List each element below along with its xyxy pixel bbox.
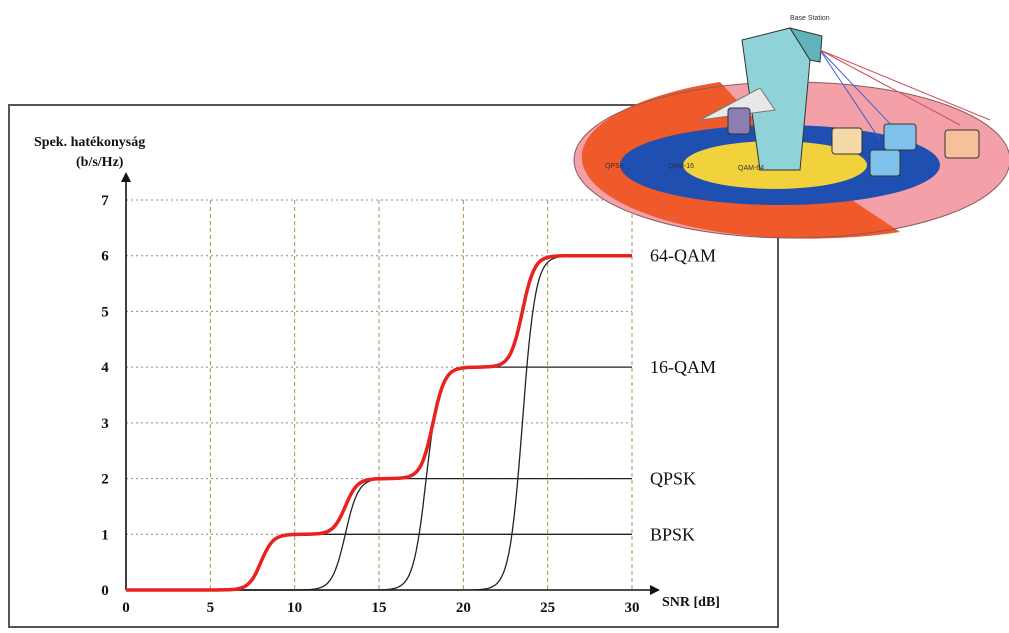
radio-link-icon: [819, 49, 991, 121]
terminal-icon: [831, 127, 863, 155]
y-tick-label: 6: [101, 249, 109, 265]
terminal-icon: [727, 107, 751, 135]
x-tick-label: 25: [540, 600, 555, 616]
series-label-qpsk: QPSK: [650, 469, 696, 489]
y-axis-arrow: [121, 172, 131, 182]
y-tick-label: 0: [101, 583, 109, 599]
series-label-64-qam: 64-QAM: [650, 246, 716, 266]
adaptive-envelope-line: [125, 253, 633, 592]
x-tick-label: 20: [456, 600, 471, 616]
x-tick-label: 15: [372, 600, 387, 616]
radio-link-icon: [819, 49, 961, 126]
radio-link-icon: [819, 49, 881, 141]
series-label-16-qam: 16-QAM: [650, 357, 716, 377]
terminal-icon: [944, 129, 980, 159]
y-axis-title: Spek. hatékonyság: [34, 135, 145, 150]
x-tick-label: 10: [287, 600, 302, 616]
tick-labels: 0 1 2 3 4 5 6 7 0 5 10 15 20 25 30: [101, 193, 639, 616]
series-lines: [125, 253, 633, 592]
y-tick-label: 3: [101, 416, 109, 432]
y-tick-label: 4: [101, 360, 109, 376]
terminal-icon: [883, 123, 917, 151]
terminal-icon: [869, 149, 901, 177]
modulation-zone-illustration: Base Station QPSK QAM-16 QAM-64: [573, 15, 1009, 239]
inset-label-qpsk: QPSK: [605, 163, 625, 170]
x-tick-label: 5: [207, 600, 215, 616]
base-station-side-icon: [788, 27, 823, 63]
x-axis-arrow: [650, 585, 660, 595]
inset-label-qam16: QAM-16: [668, 163, 694, 170]
series-labels: 64-QAM 16-QAM QPSK BPSK: [650, 246, 716, 545]
series-label-bpsk: BPSK: [650, 524, 695, 544]
y-axis-unit: (b/s/Hz): [76, 155, 124, 170]
y-tick-label: 2: [101, 472, 109, 488]
x-axis-title: SNR [dB]: [662, 595, 720, 610]
y-tick-label: 5: [101, 304, 109, 320]
x-tick-label: 30: [625, 600, 640, 616]
inset-label-qam64: QAM-64: [738, 165, 764, 172]
y-tick-label: 1: [101, 527, 109, 543]
inset-label-base-station: Base Station: [790, 15, 830, 22]
x-tick-label: 0: [122, 600, 130, 616]
y-tick-label: 7: [101, 193, 109, 209]
